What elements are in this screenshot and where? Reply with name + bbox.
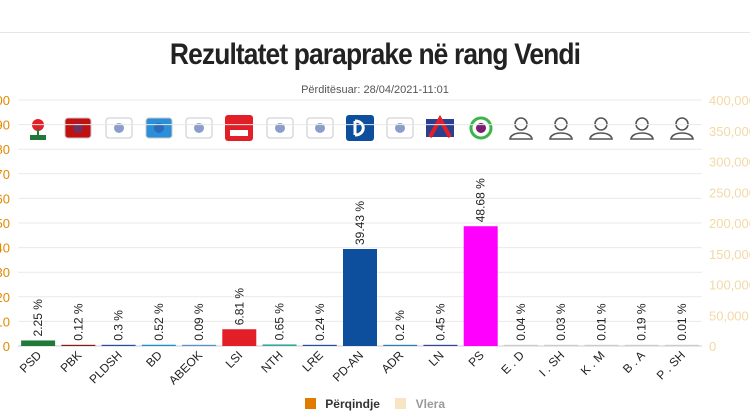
right-axis-tick: 150,000 (709, 247, 750, 262)
left-axis-tick: 0 (3, 339, 10, 354)
last-updated: Përditësuar: 28/04/2021-11:01 (301, 84, 449, 96)
bar-value-label: 0.01 % (675, 303, 689, 341)
right-axis-tick: 0 (709, 339, 716, 354)
category-label: I . SH (536, 348, 567, 379)
bar-value-label: 0.65 % (273, 303, 287, 341)
left-axis-tick: 80 (0, 142, 10, 157)
pd-logo-icon (346, 115, 374, 141)
bar-value-label: 0.09 % (192, 303, 206, 341)
right-axis-tick: 100,000 (709, 278, 750, 293)
legend-label-percent: Përqindje (325, 397, 380, 411)
bar-value-label: 0.52 % (152, 303, 166, 341)
category-label: BD (143, 348, 165, 370)
adr-emblem-icon (386, 115, 414, 141)
bar-ed (503, 344, 538, 346)
left-axis-tick: 10 (0, 314, 10, 329)
page-title: Rezultatet paraprake në rang Vendi (169, 38, 581, 71)
bar-pldsh (101, 344, 136, 346)
bar-ln (423, 344, 458, 346)
bar-lre (302, 344, 337, 346)
bar-value-label: 48.68 % (474, 178, 488, 222)
ln-logo-icon (426, 115, 455, 141)
nth-logo-icon (266, 115, 294, 141)
legend-item-value[interactable]: Vlera (395, 397, 445, 411)
left-axis-tick: 20 (0, 290, 10, 305)
bar-abeok (182, 344, 217, 346)
bar-bd (141, 344, 176, 346)
bar-ps (463, 226, 498, 346)
left-axis-tick: 30 (0, 265, 10, 280)
bar-value-label: 0.01 % (594, 303, 608, 341)
category-label: ABEOK (166, 348, 205, 387)
category-label: NTH (258, 348, 285, 375)
bar-value-label: 0.12 % (71, 303, 85, 341)
right-axis-tick: 250,000 (709, 185, 750, 200)
bar-ba (624, 344, 659, 346)
bar-ish (544, 344, 579, 346)
category-label: LRE (299, 348, 325, 374)
bar-value-label: 6.81 % (232, 288, 246, 326)
bar-value-label: 0.19 % (635, 303, 649, 341)
bar-value-label: 0.3 % (112, 310, 126, 341)
bar-value-label: 2.25 % (31, 299, 45, 337)
left-axis-tick: 60 (0, 191, 10, 206)
category-label: B . A (620, 348, 648, 376)
category-label: PD-AN (330, 348, 366, 384)
bd-logo-icon (145, 115, 173, 141)
legend-item-percent[interactable]: Përqindje (304, 397, 380, 411)
pldsh-eagle-icon (105, 115, 133, 141)
category-label: PBK (58, 348, 85, 375)
lre-logo-icon (306, 115, 334, 141)
category-label: LN (426, 348, 447, 369)
right-axis-tick: 200,000 (709, 216, 750, 231)
bar-km (584, 344, 619, 346)
bar-psh (664, 344, 699, 346)
bar-value-label: 39.43 % (353, 201, 367, 245)
bar-nth (262, 344, 297, 346)
bar-value-label: 0.2 % (393, 310, 407, 341)
category-label: PSD (17, 348, 45, 376)
left-axis-tick: 90 (0, 118, 10, 133)
abeok-stars-icon (185, 115, 213, 141)
bar-value-label: 0.24 % (313, 303, 327, 341)
bar-psd (21, 340, 56, 346)
user-avatar-icon (668, 115, 696, 141)
category-label: ADR (379, 348, 407, 376)
category-label: K . M (578, 348, 608, 378)
lsi-logo-icon (225, 115, 254, 141)
left-axis-tick: 100 (0, 93, 10, 108)
left-axis-tick: 50 (0, 216, 10, 231)
legend-label-value: Vlera (415, 397, 446, 411)
bar-pdan (343, 249, 377, 346)
left-axis-tick: 40 (0, 241, 10, 256)
legend-swatch-percent (304, 398, 316, 409)
pbk-eagle-icon (64, 115, 92, 141)
right-axis-tick: 300,000 (709, 155, 750, 170)
right-axis-tick: 350,000 (709, 124, 750, 139)
user-avatar-icon (507, 115, 535, 141)
bar-pbk (61, 344, 96, 346)
category-label: E . D (498, 348, 527, 377)
category-label: P . SH (654, 348, 688, 382)
bar-value-label: 0.03 % (554, 303, 568, 341)
right-axis-tick: 50,000 (709, 308, 749, 323)
category-label: LSI (223, 348, 246, 371)
top-divider (0, 32, 750, 33)
category-label: PS (466, 348, 487, 369)
results-bar-chart: 0 10 20 30 40 50 60 70 80 90 100 0 50,000 100,000 150,… (0, 93, 750, 387)
chart-legend: Përqindje Vlera (0, 397, 750, 411)
bar-value-label: 0.04 % (514, 303, 528, 341)
left-axis-tick: 70 (0, 167, 10, 182)
right-axis-tick: 400,000 (709, 93, 750, 108)
category-label: PLDSH (87, 348, 125, 386)
ps-rose-icon (467, 115, 495, 141)
bar-adr (383, 344, 418, 346)
user-avatar-icon (547, 115, 575, 141)
bar-lsi (222, 329, 257, 346)
legend-swatch-value (395, 398, 407, 409)
user-avatar-icon (628, 115, 656, 141)
user-avatar-icon (587, 115, 615, 141)
bar-value-label: 0.45 % (433, 303, 447, 341)
